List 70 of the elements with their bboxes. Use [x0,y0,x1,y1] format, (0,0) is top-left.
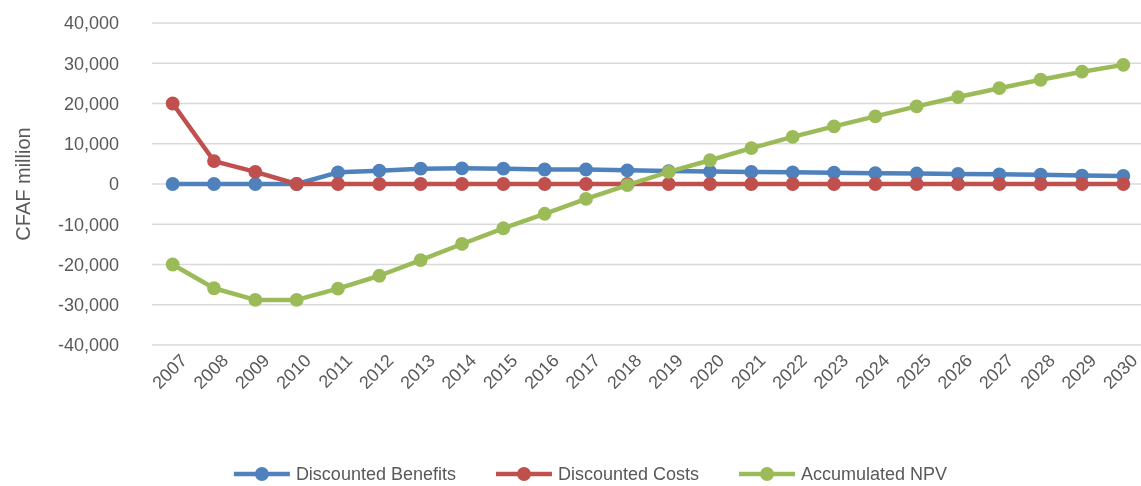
point [537,177,552,191]
point [1116,177,1131,191]
point [661,177,676,191]
point [579,162,593,177]
point [207,281,221,296]
y-axis-title: CFAF million [12,127,34,241]
y-tick-label: -10,000 [57,214,119,235]
point [496,161,511,176]
point [868,109,883,124]
point [165,177,180,191]
y-tick-label: 10,000 [63,134,119,155]
point [909,177,924,191]
point [165,96,180,111]
point [537,162,552,177]
y-tick-label: -20,000 [57,254,119,275]
point [413,161,428,176]
point [1033,72,1048,87]
point [248,293,263,307]
y-tick-label: 40,000 [63,13,119,34]
point [620,163,635,178]
point [744,177,759,191]
y-tick-label: 30,000 [63,53,119,74]
point [372,268,387,283]
point [331,165,345,180]
point [248,165,263,179]
point [951,177,965,191]
point [1033,177,1048,191]
point [909,99,924,114]
point [496,221,511,236]
legend-label: Discounted Costs [557,464,700,485]
point [372,177,387,191]
point [827,119,841,134]
point [455,177,469,191]
point [331,177,345,191]
point [248,177,263,191]
point [331,281,345,296]
point [744,141,759,156]
point [455,161,469,176]
y-tick-label: 0 [108,174,119,195]
point [413,177,428,191]
point [579,192,593,206]
point [537,206,552,221]
y-tick-label: -30,000 [57,295,119,316]
y-tick-label: -40,000 [57,335,119,356]
point [289,293,304,307]
point [413,253,428,267]
point [868,177,883,191]
point [579,177,593,191]
point [951,90,965,104]
point [455,237,469,251]
point [827,177,841,191]
point [372,163,387,178]
point [785,165,800,180]
point [703,153,717,168]
point [785,130,800,144]
point [1075,64,1089,79]
point [744,165,759,179]
point [207,177,221,191]
legend-label: Discounted Benefits [295,464,456,485]
point [1075,177,1089,191]
point [785,177,800,191]
point [1116,57,1131,72]
point [496,177,511,191]
point [703,177,717,191]
point [992,81,1007,96]
point [207,154,221,168]
legend-label: Accumulated NPV [801,464,948,485]
point [165,257,180,272]
point [992,177,1007,191]
y-tick-label: 20,000 [63,93,119,114]
